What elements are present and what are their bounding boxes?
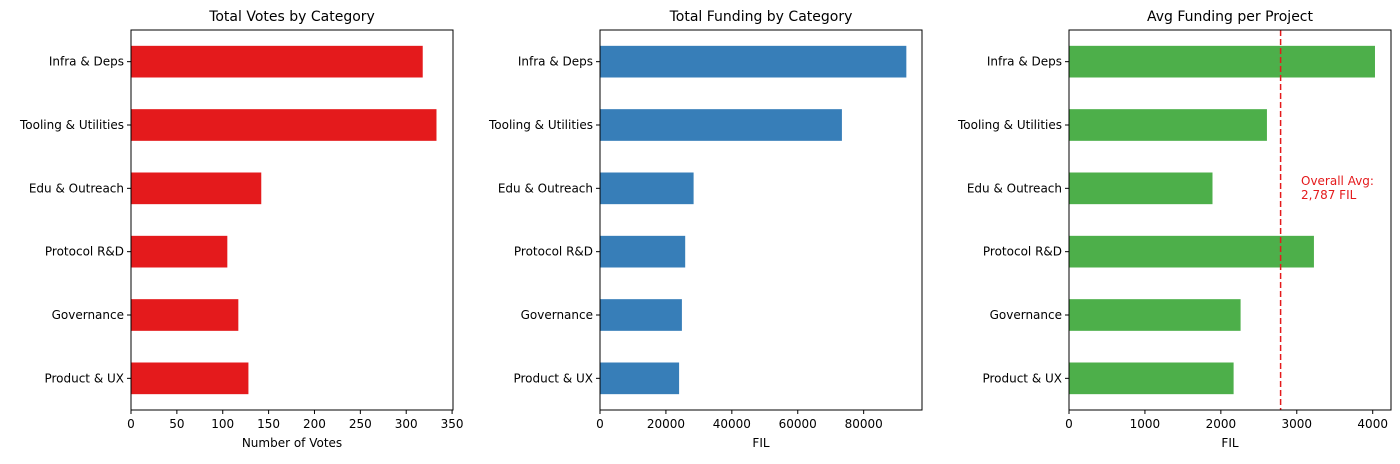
bar bbox=[131, 299, 239, 331]
x-tick-label: 4000 bbox=[1357, 417, 1388, 431]
x-tick-label: 250 bbox=[349, 417, 372, 431]
y-tick-label: Protocol R&D bbox=[514, 245, 593, 259]
x-tick-label: 60000 bbox=[779, 417, 817, 431]
x-tick-label: 20000 bbox=[647, 417, 685, 431]
bar bbox=[600, 45, 907, 78]
subplot-1: Total Votes by Category Infra & Deps Tooli… bbox=[19, 9, 464, 450]
x-tick-label: 150 bbox=[257, 417, 280, 431]
x-tick-label: 80000 bbox=[845, 417, 883, 431]
y-tick-label: Governance bbox=[52, 308, 124, 322]
bar bbox=[600, 235, 686, 268]
bar bbox=[600, 172, 694, 205]
bar bbox=[600, 362, 680, 395]
y-tick-label: Protocol R&D bbox=[983, 245, 1062, 259]
x-tick-label: 40000 bbox=[713, 417, 751, 431]
subplot-2: Total Funding by Category Infra & Deps Too… bbox=[488, 9, 923, 450]
axes-frame bbox=[1068, 29, 1392, 411]
x-tick-label: 100 bbox=[211, 417, 234, 431]
bar bbox=[1069, 172, 1213, 205]
x-tick-label: 350 bbox=[441, 417, 464, 431]
chart-title: Avg Funding per Project bbox=[1147, 9, 1314, 25]
y-tick-label: Tooling & Utilities bbox=[488, 118, 593, 132]
x-axis-label: FIL bbox=[1221, 436, 1238, 450]
x-tick-label: 200 bbox=[303, 417, 326, 431]
chart-title: Total Votes by Category bbox=[208, 9, 375, 25]
bar bbox=[600, 299, 682, 331]
y-tick-label: Edu & Outreach bbox=[967, 181, 1062, 195]
chart-title: Total Funding by Category bbox=[669, 9, 853, 25]
x-axis-label: FIL bbox=[752, 436, 769, 450]
y-tick-label: Governance bbox=[990, 308, 1062, 322]
bar bbox=[131, 45, 423, 78]
average-annotation: Overall Avg: bbox=[1301, 174, 1374, 188]
subplot-3: Avg Funding per Project Infra & Deps Tooli… bbox=[957, 9, 1392, 450]
y-tick-label: Edu & Outreach bbox=[29, 181, 124, 195]
bar bbox=[1069, 45, 1375, 78]
x-tick-label: 0 bbox=[127, 417, 135, 431]
average-annotation: 2,787 FIL bbox=[1301, 188, 1357, 202]
bar bbox=[1069, 362, 1234, 395]
y-tick-label: Tooling & Utilities bbox=[19, 118, 124, 132]
y-tick-label: Product & UX bbox=[513, 371, 593, 385]
y-tick-label: Infra & Deps bbox=[518, 55, 593, 69]
bar bbox=[131, 235, 228, 268]
bar bbox=[600, 109, 842, 141]
y-tick-label: Product & UX bbox=[982, 371, 1062, 385]
x-tick-label: 3000 bbox=[1282, 417, 1313, 431]
y-tick-label: Protocol R&D bbox=[45, 245, 124, 259]
bar bbox=[1069, 109, 1267, 141]
x-axis-label: Number of Votes bbox=[242, 436, 342, 450]
axes-frame bbox=[599, 29, 923, 411]
y-tick-label: Tooling & Utilities bbox=[957, 118, 1062, 132]
bar bbox=[1069, 235, 1314, 268]
y-tick-label: Edu & Outreach bbox=[498, 181, 593, 195]
bar bbox=[1069, 299, 1241, 331]
x-tick-label: 300 bbox=[395, 417, 418, 431]
x-tick-label: 0 bbox=[596, 417, 604, 431]
axes-frame bbox=[130, 29, 454, 411]
x-tick-label: 2000 bbox=[1206, 417, 1237, 431]
bar bbox=[131, 362, 249, 395]
x-tick-label: 0 bbox=[1065, 417, 1073, 431]
y-tick-label: Infra & Deps bbox=[49, 55, 124, 69]
y-tick-label: Product & UX bbox=[44, 371, 124, 385]
bar bbox=[131, 109, 437, 141]
bar bbox=[131, 172, 262, 205]
x-tick-label: 50 bbox=[169, 417, 184, 431]
y-tick-label: Infra & Deps bbox=[987, 55, 1062, 69]
y-tick-label: Governance bbox=[521, 308, 593, 322]
x-tick-label: 1000 bbox=[1130, 417, 1161, 431]
